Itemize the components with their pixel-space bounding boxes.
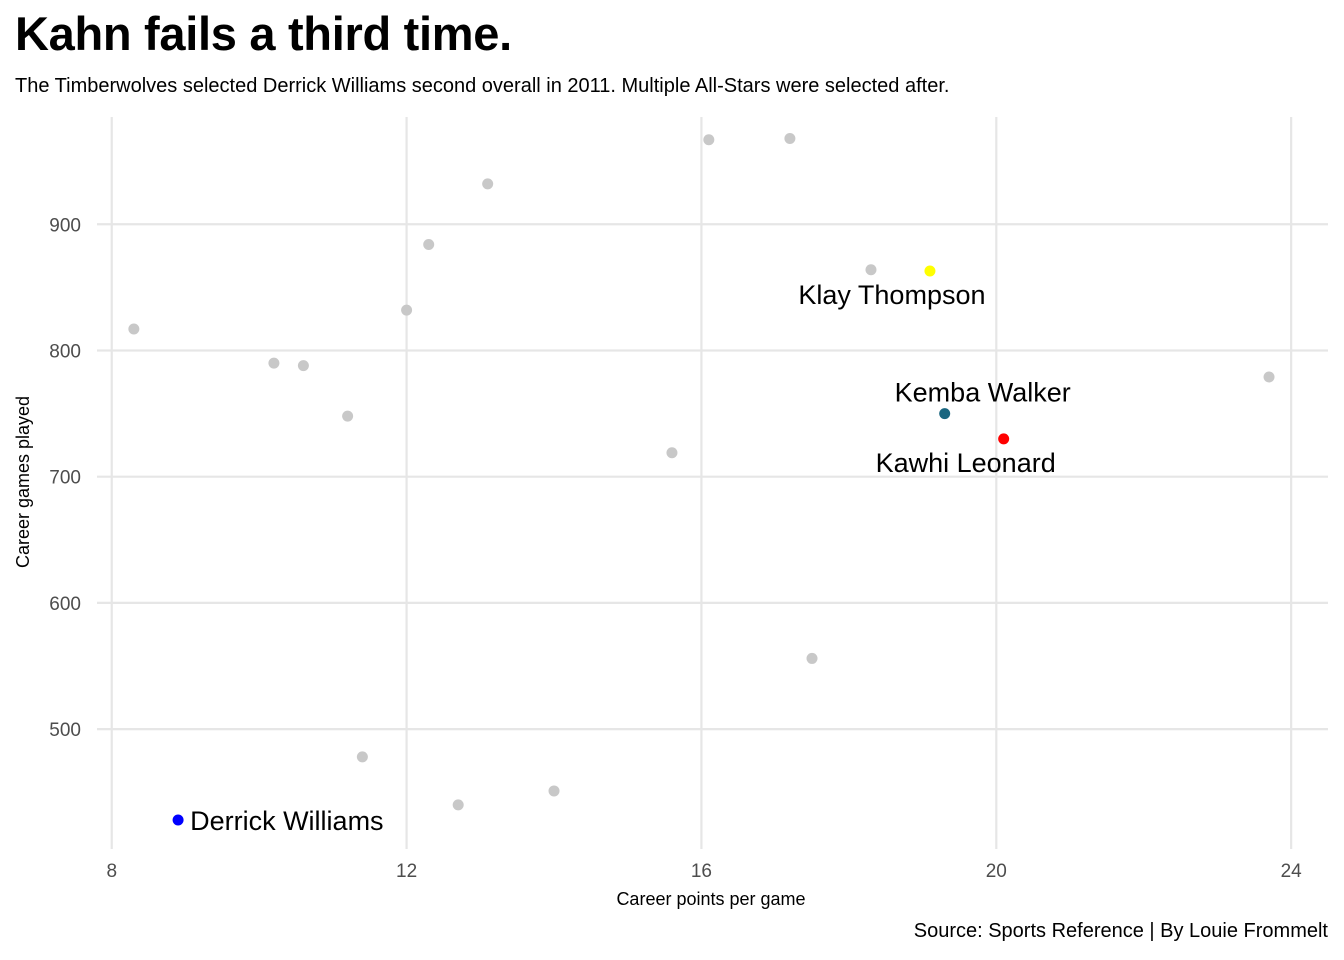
point-labels: Derrick Williams Klay Thompson Kemba Walke… (190, 280, 1071, 836)
x-tick-label: 20 (986, 861, 1007, 882)
data-point (297, 360, 309, 372)
y-tick-label: 900 (49, 215, 81, 236)
highlight-point-kawhi-leonard (998, 433, 1010, 445)
data-points (128, 132, 1275, 826)
grid-lines (97, 117, 1328, 849)
point-label-derrick-williams: Derrick Williams (190, 806, 383, 836)
x-tick-label: 12 (396, 861, 417, 882)
data-point (342, 410, 354, 422)
data-point (1263, 371, 1275, 383)
data-point (423, 238, 435, 250)
point-label-kemba-walker: Kemba Walker (895, 378, 1071, 408)
data-point (666, 447, 678, 459)
data-point (784, 132, 796, 144)
chart-subtitle: The Timberwolves selected Derrick Willia… (15, 75, 950, 97)
y-tick-label: 800 (49, 341, 81, 362)
highlight-point-derrick-williams (172, 814, 184, 826)
data-point (452, 799, 464, 811)
data-point (806, 652, 818, 664)
y-axis-label: Career games played (13, 396, 33, 568)
x-tick-label: 24 (1281, 861, 1303, 882)
highlight-point-klay-thompson (924, 265, 936, 277)
y-tick-label: 500 (49, 720, 81, 741)
data-point (548, 785, 560, 797)
data-point (128, 323, 140, 335)
y-tick-label: 700 (49, 468, 81, 489)
data-point (401, 304, 413, 316)
point-label-kawhi-leonard: Kawhi Leonard (876, 448, 1056, 478)
x-axis-label: Career points per game (616, 889, 805, 909)
x-tick-label: 8 (106, 861, 117, 882)
data-point (865, 264, 877, 276)
y-tick-label: 600 (49, 594, 81, 615)
point-label-klay-thompson: Klay Thompson (798, 280, 985, 310)
x-tick-label: 16 (691, 861, 712, 882)
axis-ticks: 8 12 16 20 24 500 600 700 800 900 (49, 215, 1302, 882)
data-point (703, 134, 715, 146)
chart-caption: Source: Sports Reference | By Louie From… (913, 920, 1328, 942)
data-point (268, 357, 280, 369)
highlight-point-kemba-walker (939, 408, 951, 420)
data-point (482, 178, 494, 190)
data-point (356, 751, 368, 763)
chart-title: Kahn fails a third time. (15, 7, 512, 60)
